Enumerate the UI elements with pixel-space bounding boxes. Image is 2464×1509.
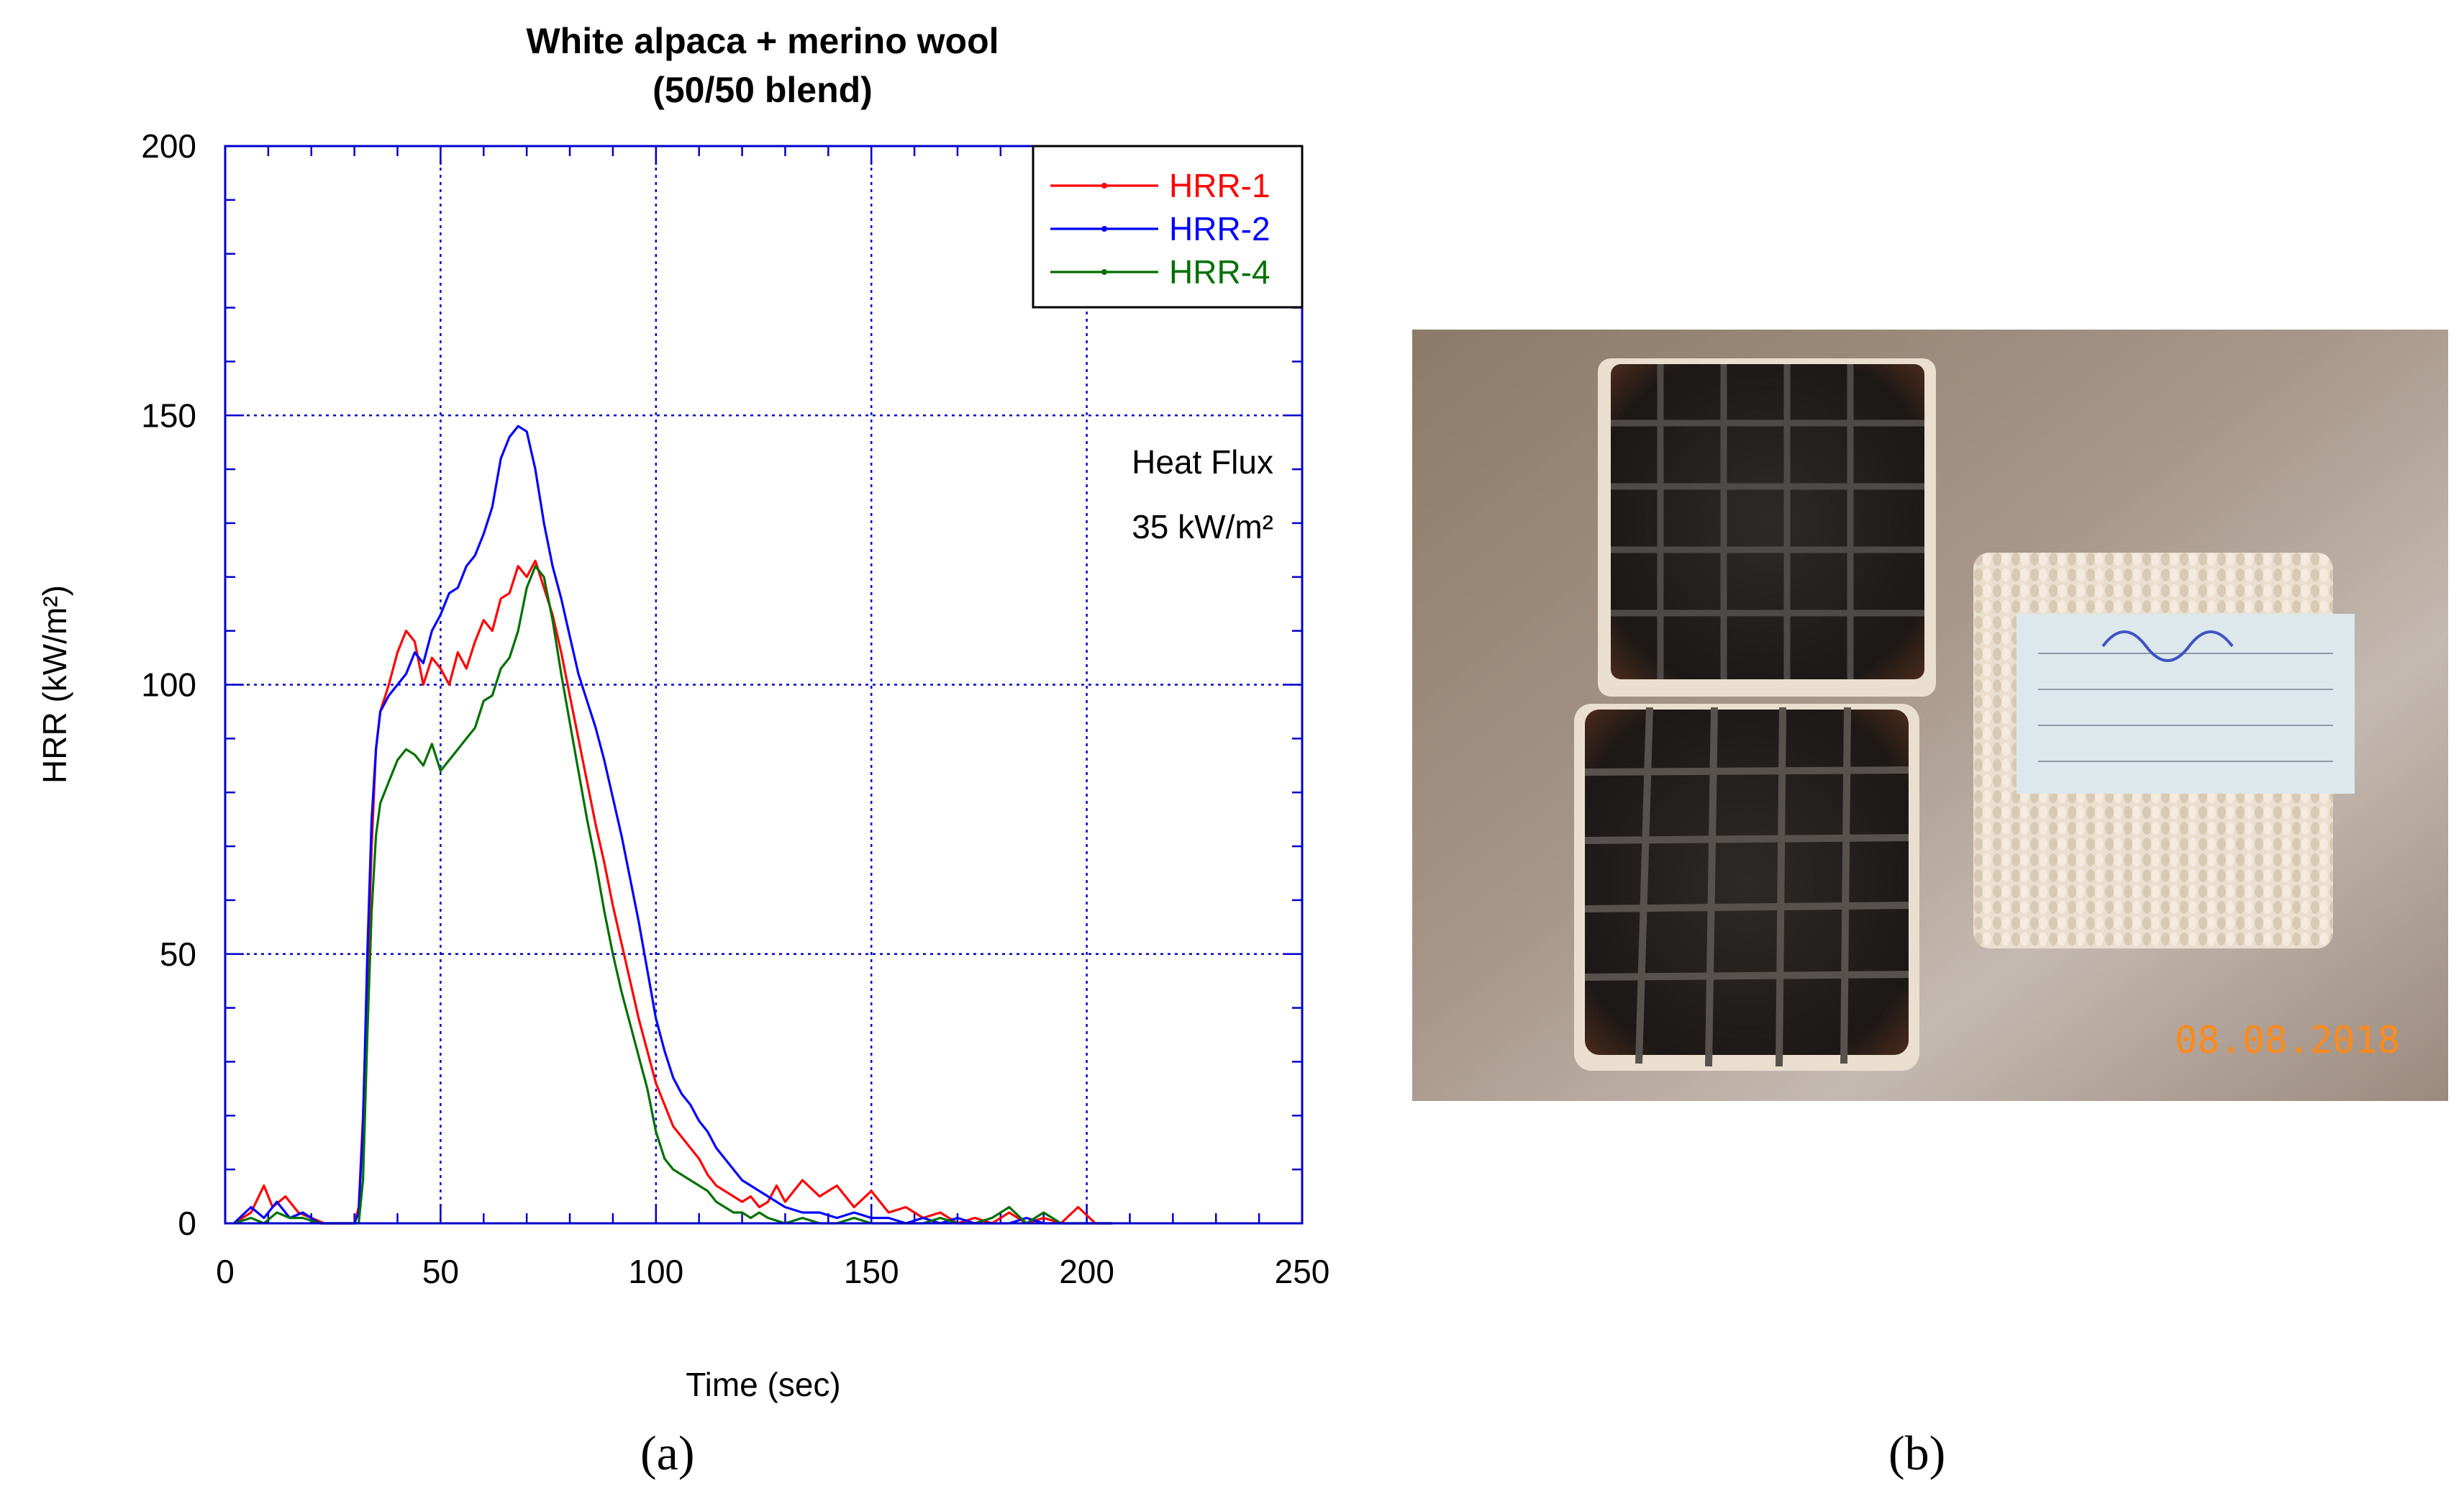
axis-ticks — [224, 145, 1304, 1225]
y-tick-label: 100 — [141, 666, 196, 704]
x-tick-label: 150 — [844, 1253, 899, 1290]
legend-marker-hrr-1 — [1101, 183, 1107, 189]
legend: HRR-1 HRR-2 HRR-4 — [1032, 145, 1304, 309]
annotation-flux-value: 35 kW/m² — [1132, 508, 1273, 545]
legend-label-hrr-2: HRR-2 — [1169, 210, 1270, 248]
x-tick-label: 200 — [1059, 1253, 1114, 1290]
series-line-hrr-2 — [232, 425, 1113, 1225]
y-tick-label: 50 — [160, 935, 196, 973]
y-tick-label: 150 — [141, 396, 196, 434]
chart-subtitle: (50/50 blend) — [653, 70, 873, 110]
x-axis-label: Time (sec) — [686, 1366, 841, 1403]
series-lines — [232, 425, 1113, 1225]
legend-label-hrr-1: HRR-1 — [1169, 167, 1270, 204]
panel-label-a: (a) — [640, 1426, 695, 1480]
y-tick-label: 0 — [178, 1205, 196, 1242]
legend-box — [1032, 145, 1304, 309]
x-tick-label: 0 — [216, 1253, 235, 1290]
annotation-heat-flux: Heat Flux — [1132, 443, 1273, 481]
photo-date-stamp: 08.08.2018 — [2175, 1019, 2400, 1062]
tick-labels: 0 50 100 150 200 250 0 50 100 150 200 — [141, 127, 1329, 1290]
legend-label-hrr-4: HRR-4 — [1169, 253, 1270, 291]
x-tick-label: 50 — [422, 1253, 459, 1290]
x-tick-label: 100 — [628, 1253, 683, 1290]
chart-title: White alpaca + merino wool — [526, 21, 999, 61]
legend-marker-hrr-4 — [1101, 269, 1107, 275]
sample-label-card — [2017, 614, 2355, 794]
unburnt-knitted-sample — [1973, 553, 2355, 948]
burnt-sample-top — [1598, 358, 1936, 697]
panel-label-b: (b) — [1888, 1426, 1946, 1480]
y-axis-label: HRR (kW/m²) — [36, 585, 73, 784]
legend-marker-hrr-2 — [1101, 226, 1107, 232]
x-tick-label: 250 — [1275, 1253, 1330, 1290]
y-tick-label: 200 — [141, 127, 196, 165]
burnt-samples-photo: 08.08.2018 — [1412, 330, 2448, 1101]
plot-area-frame — [224, 145, 1304, 1225]
burnt-sample-bottom — [1574, 704, 1919, 1071]
hrr-line-chart: White alpaca + merino wool (50/50 blend)… — [36, 21, 1329, 1403]
